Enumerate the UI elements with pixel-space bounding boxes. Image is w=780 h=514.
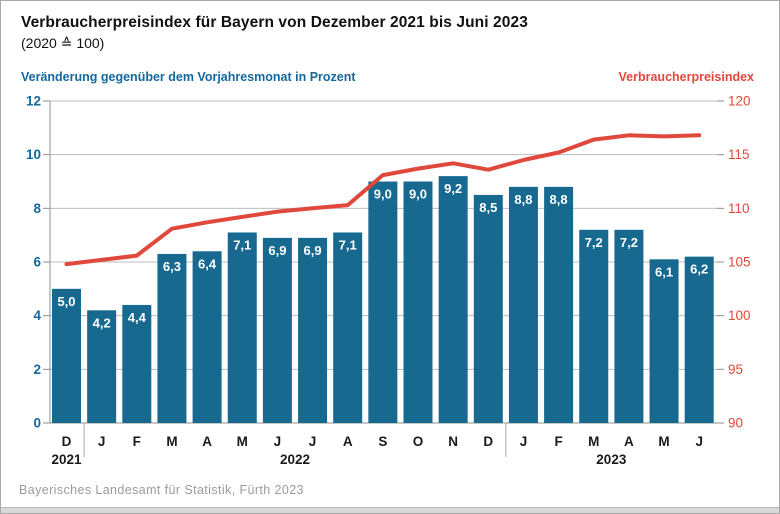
source-attribution: Bayerisches Landesamt für Statistik, Für… <box>19 483 304 497</box>
right-axis-tick-label: 115 <box>728 147 750 162</box>
bar <box>473 194 503 423</box>
x-axis-year-label: 2023 <box>596 452 627 467</box>
x-axis-month-label: J <box>98 434 106 449</box>
bar-value-label: 7,1 <box>233 237 251 252</box>
index-line-series <box>64 133 702 267</box>
x-axis-month-label: M <box>166 434 177 449</box>
bar <box>52 288 81 423</box>
x-axis-month-label: M <box>658 434 669 449</box>
bar-value-label: 7,2 <box>585 235 603 250</box>
bar-value-label: 5,0 <box>57 294 75 309</box>
bar <box>649 259 679 423</box>
bar <box>403 181 433 423</box>
window-bottom-edge <box>1 507 779 513</box>
bar-value-label: 4,4 <box>128 310 147 325</box>
x-axis-month-label: N <box>448 434 458 449</box>
bar <box>508 186 538 423</box>
bar-value-label: 9,0 <box>374 187 392 202</box>
bar-value-label: 6,4 <box>198 256 217 271</box>
bar <box>192 251 222 423</box>
bar-value-label: 6,3 <box>163 259 181 274</box>
right-axis-tick-label: 100 <box>728 308 751 323</box>
bar <box>122 304 152 423</box>
bar <box>614 229 644 423</box>
x-axis-month-label: M <box>588 434 599 449</box>
bar-value-label: 8,8 <box>550 192 568 207</box>
bar-value-label: 6,1 <box>655 264 673 279</box>
bar-value-label: 6,9 <box>304 243 322 258</box>
bar <box>438 176 468 423</box>
bar <box>544 186 574 423</box>
bar <box>298 237 328 423</box>
left-axis-tick-label: 10 <box>26 147 41 162</box>
x-axis-month-label: F <box>133 434 141 449</box>
right-axis-tick-label: 95 <box>728 362 743 377</box>
x-axis-month-label: A <box>624 434 634 449</box>
page-subtitle: (2020 ≙ 100) <box>21 35 105 51</box>
bar <box>227 232 257 423</box>
x-axis-month-label: S <box>378 434 387 449</box>
bar <box>87 310 117 423</box>
left-axis-tick-label: 6 <box>33 255 41 270</box>
bar <box>368 181 398 423</box>
x-axis-month-label: A <box>202 434 212 449</box>
left-axis-title: Veränderung gegenüber dem Vorjahresmonat… <box>21 70 356 84</box>
x-axis-month-label: D <box>62 434 72 449</box>
x-axis-month-label: A <box>343 434 353 449</box>
x-axis-month-label: D <box>483 434 493 449</box>
right-axis-title: Verbraucherpreisindex <box>618 70 754 84</box>
x-axis-month-label: J <box>520 434 528 449</box>
x-axis-year-label: 2022 <box>280 452 310 467</box>
right-axis-tick-label: 120 <box>728 94 751 109</box>
right-axis-tick-label: 110 <box>728 201 750 216</box>
bar-value-label: 9,2 <box>444 181 462 196</box>
bar <box>579 229 609 423</box>
right-axis-tick-label: 90 <box>728 416 743 431</box>
bar <box>684 256 714 423</box>
left-axis-tick-label: 2 <box>33 362 41 377</box>
x-axis-month-label: J <box>695 434 703 449</box>
bar <box>333 232 363 423</box>
bar <box>157 253 187 423</box>
bar-value-label: 8,8 <box>514 192 532 207</box>
bar-value-label: 6,9 <box>268 243 286 258</box>
bar-value-label: 8,5 <box>479 200 497 215</box>
bar-value-label: 7,2 <box>620 235 638 250</box>
bar-value-label: 7,1 <box>339 237 357 252</box>
left-axis-tick-label: 4 <box>33 308 41 323</box>
x-axis-month-label: O <box>413 434 424 449</box>
page-title: Verbraucherpreisindex für Bayern von Dez… <box>21 14 528 31</box>
x-axis-month-label: J <box>274 434 282 449</box>
left-axis-tick-label: 8 <box>33 201 41 216</box>
right-axis-tick-label: 105 <box>728 255 751 270</box>
x-axis-month-label: M <box>237 434 248 449</box>
x-axis-month-label: J <box>309 434 317 449</box>
bar-value-label: 4,2 <box>93 315 111 330</box>
x-axis-year-label: 2021 <box>51 452 82 467</box>
x-axis-month-label: F <box>554 434 562 449</box>
bar <box>262 237 292 423</box>
left-axis-tick-label: 0 <box>33 416 41 431</box>
bar-value-label: 6,2 <box>690 262 708 277</box>
bar-value-label: 9,0 <box>409 187 427 202</box>
left-axis-tick-label: 12 <box>26 94 41 109</box>
